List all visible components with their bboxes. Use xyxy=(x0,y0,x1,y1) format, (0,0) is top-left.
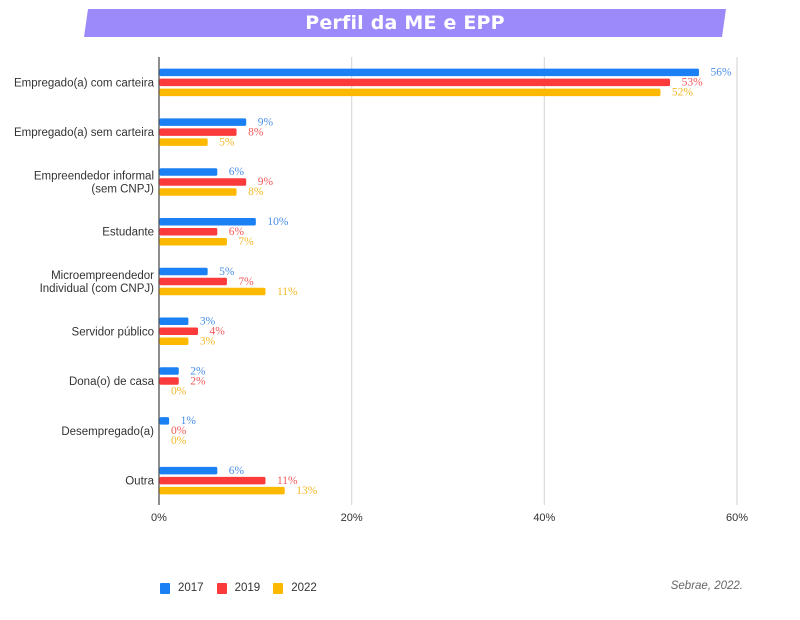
category-label: Estudante xyxy=(102,227,154,239)
chart-title: Perfil da ME e EPP xyxy=(305,12,505,34)
title-banner-shape xyxy=(84,9,726,37)
legend-item-2022[interactable]: 2022 xyxy=(273,582,317,594)
category-label: (sem CNPJ) xyxy=(91,183,154,195)
data-label-2017: 10% xyxy=(267,216,289,228)
data-label-2022: 0% xyxy=(171,435,187,447)
bar-2017 xyxy=(159,367,179,375)
category-label: Dona(o) de casa xyxy=(69,376,155,388)
category-label: Empregado(a) sem carteira xyxy=(14,127,155,139)
x-tick-label: 60% xyxy=(726,512,748,524)
bar-2019 xyxy=(159,128,237,136)
data-label-2017: 9% xyxy=(258,116,274,128)
category-label: Microempreendedor xyxy=(51,270,154,282)
bar-2017 xyxy=(159,466,218,475)
legend-item-2017[interactable]: 2017 xyxy=(160,582,204,594)
bar-2019 xyxy=(159,327,199,336)
data-label-2019: 8% xyxy=(248,126,264,138)
bar-2022 xyxy=(159,237,227,246)
data-label-2017: 6% xyxy=(229,465,245,477)
category-label: Outra xyxy=(125,476,154,488)
legend-swatch-2019 xyxy=(216,582,227,594)
x-tick-label: 0% xyxy=(151,512,167,524)
bar-2019 xyxy=(159,78,671,87)
legend-swatch-2017 xyxy=(160,582,170,594)
data-label-2022: 0% xyxy=(171,385,187,397)
gridlines xyxy=(158,57,738,505)
bar-2017 xyxy=(159,317,189,326)
data-label-2019: 6% xyxy=(229,226,245,238)
bar-2022 xyxy=(159,287,266,296)
bar-2019 xyxy=(159,377,179,385)
data-label-2019: 11% xyxy=(277,475,298,487)
title-banner: Perfil da ME e EPP xyxy=(84,9,726,37)
data-label-2022: 8% xyxy=(248,186,264,198)
bar-2022 xyxy=(159,138,208,146)
bar-2022 xyxy=(159,188,237,196)
bar-2022 xyxy=(159,486,285,495)
legend-label-2019: 2019 xyxy=(234,582,261,594)
bar-2019 xyxy=(159,277,227,286)
x-axis-ticks: 0% 20% 40% 60% xyxy=(151,512,748,524)
data-label-2022: 11% xyxy=(277,286,298,298)
data-label-2019: 53% xyxy=(682,77,704,89)
data-label-2017: 2% xyxy=(190,365,206,377)
legend-item-2019[interactable]: 2019 xyxy=(216,582,261,594)
data-label-2019: 4% xyxy=(210,326,226,338)
bar-2019 xyxy=(159,178,247,186)
bar-2017 xyxy=(159,417,170,425)
category-label: Desempregado(a) xyxy=(61,426,154,438)
bar-2019 xyxy=(159,227,218,236)
data-label-2019: 7% xyxy=(238,276,254,288)
data-label-2017: 3% xyxy=(200,316,216,328)
source-credit: Sebrae, 2022. xyxy=(670,580,743,592)
bar-2017 xyxy=(159,217,256,226)
x-tick-label: 40% xyxy=(533,512,555,524)
bar-2022 xyxy=(159,337,189,346)
category-label: Empregado(a) com carteira xyxy=(14,77,155,89)
legend-label-2017: 2017 xyxy=(178,582,204,594)
bar-2017 xyxy=(159,118,247,126)
legend-label-2022: 2022 xyxy=(291,582,317,594)
bars xyxy=(159,68,699,495)
category-label: Servidor público xyxy=(72,326,154,338)
category-label: Individual (com CNPJ) xyxy=(40,283,155,295)
data-label-2019: 0% xyxy=(171,425,187,437)
data-label-2017: 1% xyxy=(181,415,197,427)
data-label-2019: 2% xyxy=(190,375,206,387)
data-label-2017: 56% xyxy=(710,67,732,79)
category-labels: Empregado(a) com carteira Empregado(a) se… xyxy=(14,77,155,487)
data-label-2022: 13% xyxy=(296,485,318,497)
bar-2022 xyxy=(159,88,661,97)
data-label-2022: 7% xyxy=(238,236,254,248)
bar-2017 xyxy=(159,168,218,176)
data-label-2019: 9% xyxy=(258,176,274,188)
legend: 2017 2019 2022 xyxy=(160,580,330,596)
data-label-2017: 6% xyxy=(229,166,245,178)
category-label: Empreendedor informal xyxy=(34,170,154,182)
bar-2019 xyxy=(159,476,266,485)
data-label-2022: 52% xyxy=(672,87,694,99)
data-label-2017: 5% xyxy=(219,266,235,278)
data-label-2022: 3% xyxy=(200,336,216,348)
data-label-2022: 5% xyxy=(219,136,235,148)
x-tick-label: 20% xyxy=(341,512,363,524)
bar-2017 xyxy=(159,68,699,77)
legend-swatch-2022 xyxy=(273,582,284,594)
data-labels: 56%53%52%9%8%5%6%9%8%10%6%7%5%7%11%3%4%3… xyxy=(171,67,732,497)
bar-2017 xyxy=(159,267,208,276)
